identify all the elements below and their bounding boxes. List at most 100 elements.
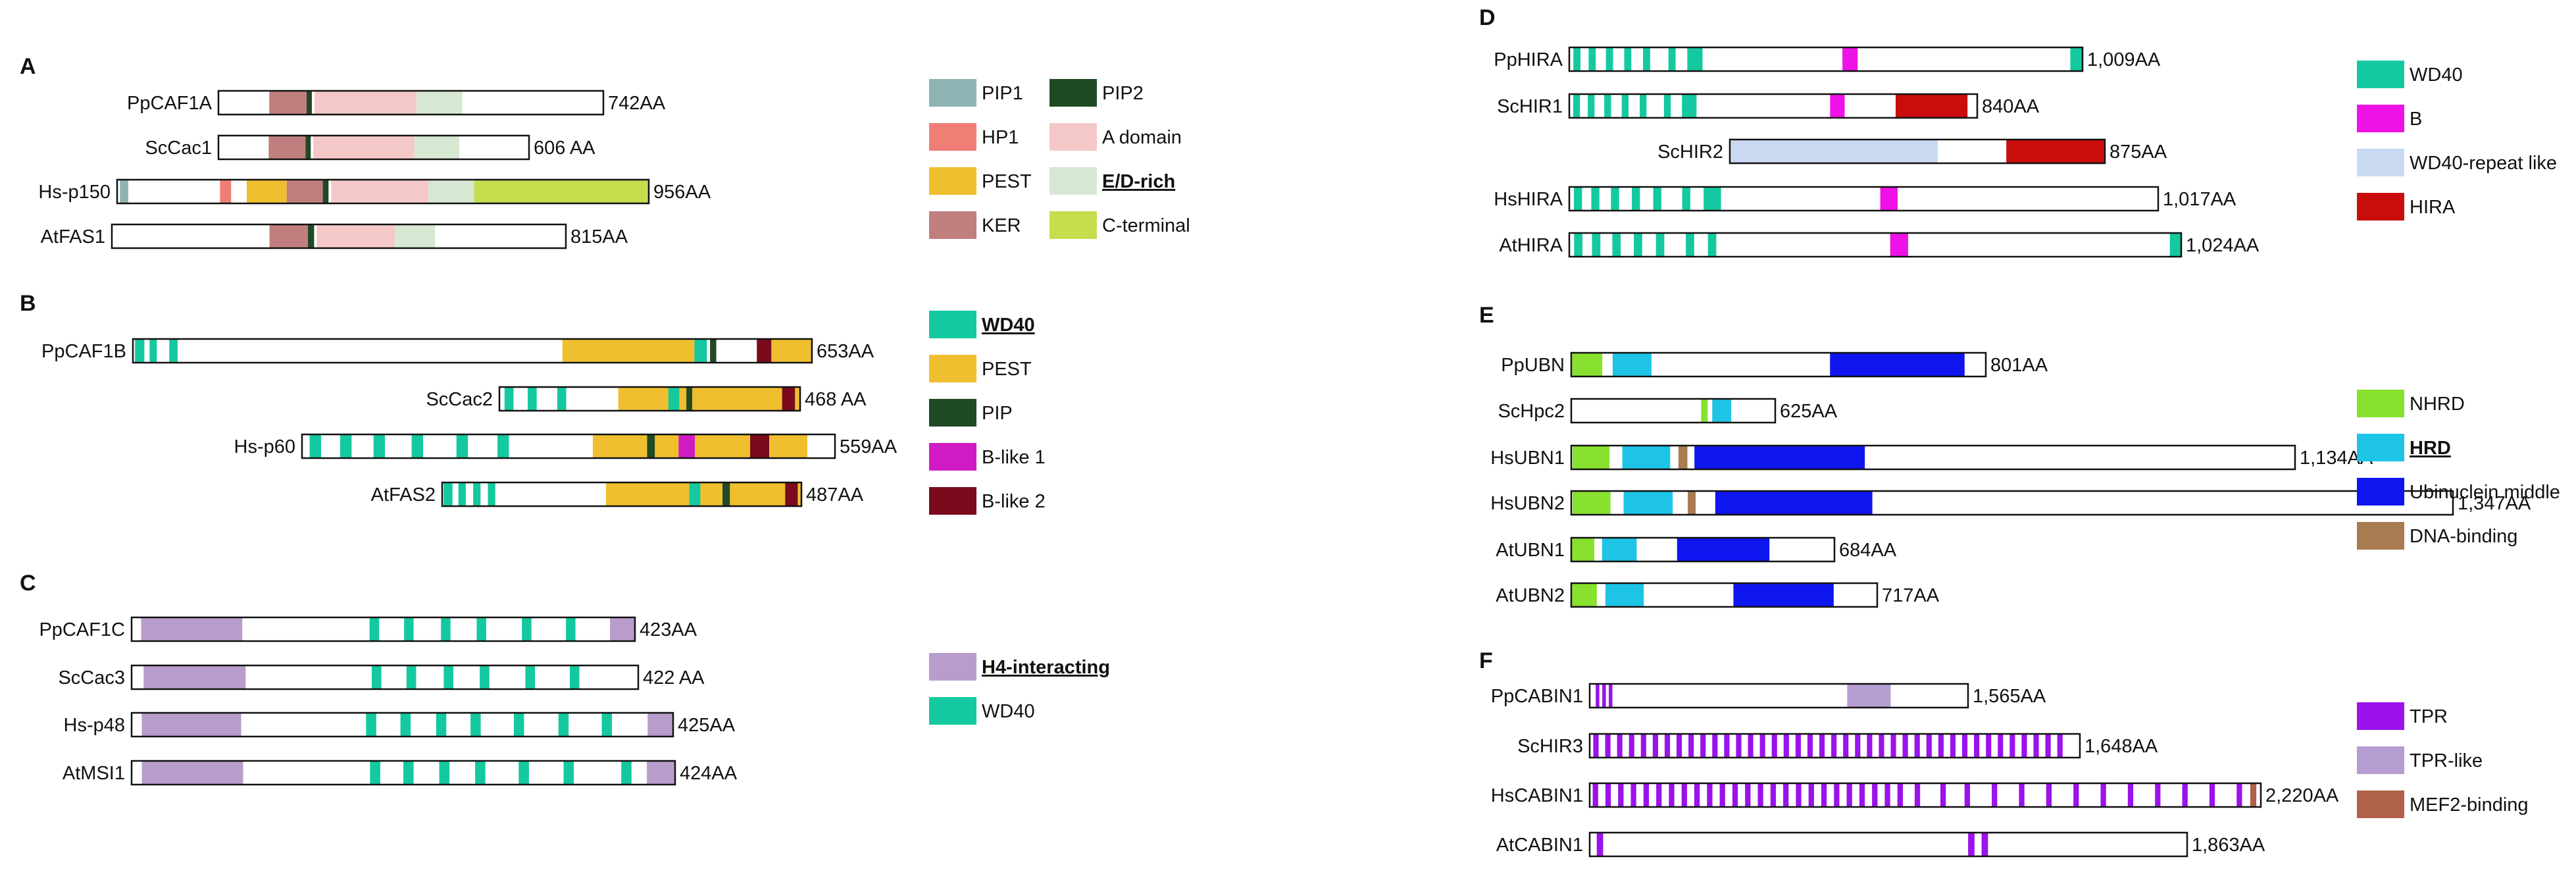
protein-bar-outline [217,90,605,116]
domain-b-like-2 [757,339,772,363]
protein-length: 801AA [1990,355,2048,376]
protein-length: 875AA [2109,142,2167,163]
protein-row-atfas1: AtFAS1 815AA [41,223,628,249]
domain-wd40 [436,713,447,737]
protein-row-hs-p150: Hs-p150 956AA [38,178,711,205]
domain-wd40 [2169,233,2181,257]
protein-name: ScHIR1 [1497,96,1563,117]
protein-row-atubn2: AtUBN2 717AA [1496,582,1940,608]
protein-name: Hs-p150 [38,182,111,203]
domain-tpr [1950,734,1956,758]
domain-pip2 [308,224,315,248]
protein-bar [1571,399,1775,423]
protein-row-atmsi1: AtMSI1 424AA [63,760,738,786]
legend-item-tpr: TPR [2357,702,2448,730]
domain-b-like-2 [785,482,798,506]
domain-tpr [1897,783,1903,807]
domain-tpr [1609,684,1613,708]
protein-length: 625AA [1780,401,1838,422]
legend-item-wd40: WD40 [929,311,1035,338]
domain-h4-interacting [141,617,243,641]
protein-length: 1,565AA [1973,686,2046,707]
protein-row-ppcaf1a: PpCAF1A 742AA [127,90,666,116]
protein-bar-outline [130,760,676,786]
domain-h4-interacting [143,665,246,689]
legend-swatch [2357,702,2404,730]
domain-tpr-like [1847,684,1891,708]
domain-tpr [1605,734,1611,758]
legend-label: MEF2-binding [2410,794,2529,816]
domain-tpr [1884,783,1890,807]
domain-tpr [1724,734,1730,758]
protein-bar-outline [1588,831,2188,858]
protein-name: HsUBN2 [1490,493,1565,514]
domain-pest [771,339,812,363]
domain-tpr [1656,783,1662,807]
protein-bar-outline [1568,46,2084,72]
legend-swatch [2357,193,2404,220]
domain-wd40 [1668,47,1676,71]
legend-swatch [1049,211,1097,239]
domain-wd40 [403,761,414,785]
domain-wd40 [443,482,453,506]
protein-bar-outline [1729,138,2106,165]
domain-nhrd [1572,583,1597,607]
domain-nhrd [1572,491,1611,515]
protein-row-schir1: ScHIR1 840AA [1497,93,2040,119]
protein-length: 423AA [640,619,697,640]
domain-pip2 [322,180,329,203]
legend-label: PIP1 [982,83,1023,104]
domain-tpr [2073,783,2079,807]
legend-label: PEST [982,171,1032,192]
domain-tpr [1998,734,2004,758]
domain-a-domain [316,224,395,248]
domain-tpr [1807,734,1813,758]
domain-e-d-rich [395,224,436,248]
domain-tpr [1834,783,1840,807]
protein-bar-outline [1570,351,1987,378]
legend-label: WD40-repeat like [2410,153,2557,174]
protein-name: AtCABIN1 [1496,835,1583,856]
legend-label: NHRD [2410,394,2465,415]
protein-name: ScHpc2 [1498,401,1565,422]
protein-name: PpCAF1C [39,619,125,640]
legend-swatch [1049,79,1097,107]
panel-letter: A [20,54,36,79]
protein-bar-outline [132,338,813,364]
domain-nhrd [1572,446,1610,469]
protein-bar-outline [1570,398,1777,424]
domain-tpr [1640,734,1646,758]
domain-tpr [1796,783,1802,807]
legend-swatch [929,653,976,681]
legend-item-pip: PIP [929,399,1013,427]
protein-row-hs-p48: Hs-p48 425AA [64,712,736,738]
domain-wd40 [527,387,537,411]
protein-bar-outline [1588,782,2262,808]
legend-b: WD40 PEST PIP B-like 1 B-like 2 [929,311,1046,515]
legend-item-ubinuclein-middle: Ubinuclein middle [2357,478,2560,506]
protein-row-sccac3: ScCac3 422 AA [58,664,705,690]
protein-length: 956AA [653,182,711,203]
legend-item-pip1: PIP1 [929,79,1023,107]
domain-wd40 [1632,187,1640,211]
protein-length: 717AA [1882,585,1940,606]
legend-f: TPR TPR-like MEF2-binding [2357,702,2529,818]
domain-wd40 [1653,187,1661,211]
panel-letter: B [20,291,36,316]
legend-e: NHRD HRD Ubinuclein middle DNA-binding [2357,390,2560,550]
legend-label: WD40 [982,701,1035,722]
domain-wd40 [563,761,574,785]
legend-label: C-terminal [1102,215,1190,236]
domain-wd40 [1605,47,1613,71]
domain-tpr [1783,734,1789,758]
domain-wd40 [404,617,414,641]
protein-bar-outline [1568,232,2183,258]
panel-a: A PpCAF1A 742AA ScCac1 606 AA Hs-p150 956AA AtF… [20,54,1190,249]
legend-swatch [929,167,976,195]
panel-letter: E [1479,303,1494,328]
legend-swatch [929,355,976,382]
domain-wd40 [456,434,468,458]
domain-b-like-2 [782,387,796,411]
protein-bar-outline [1588,683,1969,709]
